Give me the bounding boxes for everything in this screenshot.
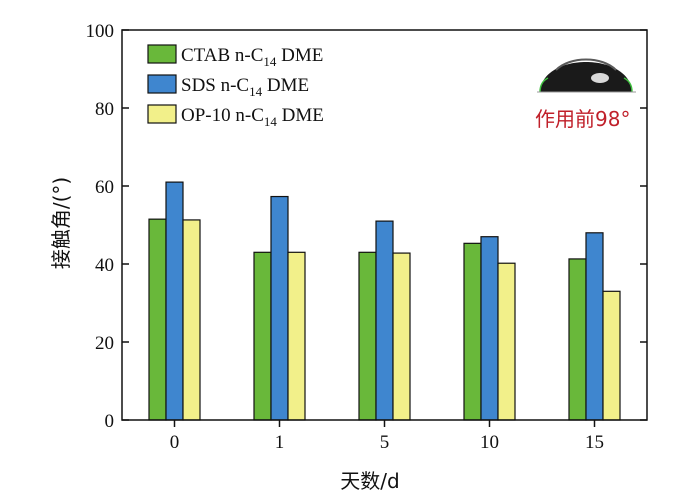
bar <box>253 251 272 421</box>
x-tick-label: 10 <box>480 432 499 453</box>
bar <box>480 236 499 421</box>
plot-area <box>148 181 621 421</box>
bar <box>568 258 587 421</box>
y-tick-label: 60 <box>95 177 114 198</box>
x-axis-title: 天数/d <box>340 469 399 493</box>
y-tick-label: 100 <box>86 21 115 42</box>
droplet-inset-image <box>537 58 636 93</box>
bar <box>182 219 201 421</box>
bar <box>602 290 621 421</box>
bar <box>148 218 167 421</box>
bar <box>375 220 394 421</box>
bar <box>358 251 377 421</box>
bar <box>270 195 289 421</box>
bar <box>287 251 306 421</box>
legend-label: SDS n-C14 DME <box>181 75 309 99</box>
y-tick-label: 20 <box>95 333 114 354</box>
x-tick-label: 15 <box>585 432 604 453</box>
x-tick-label: 0 <box>170 432 180 453</box>
inset-annotation: 作用前98° <box>535 107 630 131</box>
y-tick-label: 80 <box>95 99 114 120</box>
legend-label: OP-10 n-C14 DME <box>181 105 324 129</box>
legend-swatch <box>147 104 177 124</box>
legend-swatch <box>147 44 177 64</box>
y-tick-label: 40 <box>95 255 114 276</box>
legend-label: CTAB n-C14 DME <box>181 45 323 69</box>
bar <box>392 252 411 421</box>
x-tick-label: 5 <box>380 432 390 453</box>
x-tick-label: 1 <box>275 432 285 453</box>
bar <box>497 262 516 421</box>
legend: CTAB n-C14 DME SDS n-C14 DME OP-10 n-C14 D… <box>147 44 324 129</box>
y-tick-label: 0 <box>105 411 115 432</box>
bar <box>165 181 184 421</box>
y-axis-title: 接触角/(°) <box>49 177 73 269</box>
bar <box>463 242 482 421</box>
legend-swatch <box>147 74 177 94</box>
bar <box>585 232 604 421</box>
